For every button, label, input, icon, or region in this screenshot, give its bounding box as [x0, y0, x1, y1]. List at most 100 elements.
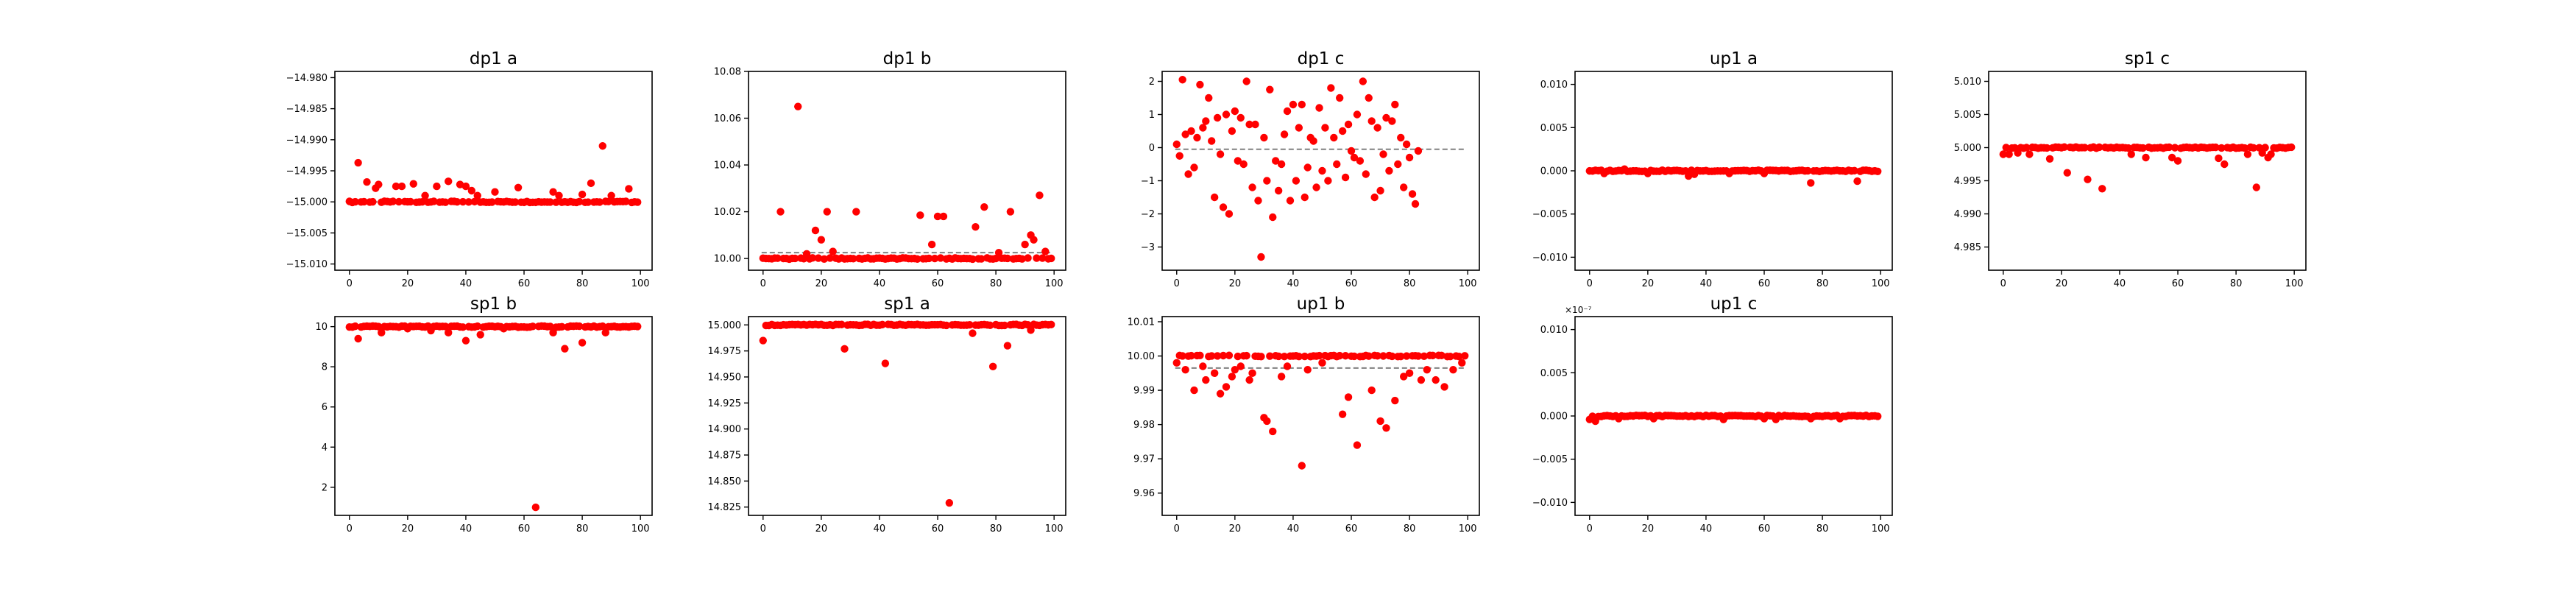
data-point: [1236, 362, 1245, 370]
data-point: [1999, 150, 2007, 158]
data-point: [1210, 369, 1219, 378]
data-point: [1411, 200, 1420, 208]
data-point: [774, 254, 782, 262]
data-point: [986, 321, 994, 330]
data-point: [1222, 383, 1231, 391]
data-point: [1298, 100, 1306, 109]
data-point: [378, 328, 386, 337]
y-tick-label: 15.000: [708, 320, 742, 331]
data-point: [459, 323, 467, 331]
data-point: [351, 197, 359, 206]
x-tick-label: 100: [1045, 278, 1064, 289]
y-tick-label: 14.850: [708, 476, 742, 487]
y-tick-label: 14.900: [708, 424, 742, 435]
data-point: [1315, 351, 1323, 360]
data-point: [1187, 127, 1195, 135]
data-point: [1420, 352, 1429, 361]
data-point: [924, 254, 933, 263]
chart-panel-8: up1 b 0 20 40 60 80 100 9.96 9.97 9.98 9.99 10.00 10…: [1128, 294, 1480, 535]
data-point: [1341, 352, 1350, 360]
data-point: [1303, 163, 1312, 172]
data-point: [966, 321, 974, 329]
data-point: [1254, 197, 1262, 205]
data-point: [1385, 166, 1393, 175]
data-point: [1248, 369, 1256, 378]
data-point: [2042, 144, 2051, 152]
data-point: [1263, 417, 1271, 426]
data-point: [1458, 359, 1466, 367]
data-point: [1190, 386, 1198, 395]
data-point: [933, 212, 942, 221]
data-point: [823, 208, 831, 216]
data-point: [1321, 124, 1329, 132]
data-point: [456, 180, 464, 188]
data-point: [2165, 143, 2173, 152]
chart-panel-3: dp1 c 0 20 40 60 80 100 −3 −2 −1 0 1 2: [1141, 49, 1480, 289]
data-point: [1269, 213, 1277, 222]
data-point: [375, 180, 383, 188]
data-point: [1449, 365, 1457, 374]
data-point: [1399, 183, 1408, 191]
data-point: [587, 179, 595, 188]
data-point: [1196, 351, 1204, 360]
data-point: [1187, 351, 1195, 360]
chart-panel-7: sp1 a 0 20 40 60 80 100 14.825 14.850 14.875 14.90…: [708, 294, 1066, 535]
data-point: [1263, 177, 1271, 185]
data-point: [1344, 393, 1353, 401]
chart-panel-1: dp1 a 0 20 40 60 80 100 −15.010 −15.005 −15.000 −1…: [286, 49, 653, 289]
data-point: [601, 328, 609, 337]
x-tick-label: 80: [990, 523, 1002, 535]
data-point: [1874, 167, 1882, 175]
data-point: [2215, 154, 2223, 163]
data-point: [1003, 254, 1012, 263]
data-point: [1047, 320, 1055, 329]
data-point: [759, 336, 767, 345]
axes-frame: [1161, 71, 1480, 271]
x-tick-label: 0: [1587, 278, 1593, 289]
data-point: [418, 197, 426, 206]
x-tick-label: 0: [760, 523, 766, 535]
y-tick-label: 10.00: [1128, 351, 1155, 362]
data-point: [945, 498, 954, 507]
data-point: [1356, 157, 1365, 165]
data-point: [546, 198, 554, 206]
x-tick-label: 20: [1229, 523, 1242, 535]
data-point: [2005, 150, 2013, 158]
x-tick-label: 80: [990, 278, 1002, 289]
data-point: [421, 191, 429, 200]
data-point: [1382, 424, 1390, 432]
y-tick-label: 0.005: [1540, 123, 1568, 134]
data-point: [942, 321, 951, 330]
data-point: [1033, 254, 1041, 262]
data-point: [2267, 150, 2275, 158]
data-point: [1251, 120, 1259, 129]
data-point: [1292, 177, 1301, 185]
x-tick-label: 80: [576, 278, 589, 289]
y-tick-label: −15.010: [286, 259, 328, 270]
y-tick-label: 4.990: [1954, 209, 1981, 220]
x-tick-label: 100: [1459, 523, 1477, 535]
x-tick-label: 100: [2285, 278, 2304, 289]
data-point: [1021, 240, 1029, 249]
data-point: [584, 198, 592, 206]
data-point: [1388, 117, 1396, 125]
x-tick-label: 40: [2114, 278, 2126, 289]
data-point: [1024, 254, 1032, 262]
data-point: [531, 503, 540, 512]
data-point: [791, 254, 799, 263]
data-point: [838, 320, 846, 328]
data-point: [1234, 157, 1242, 165]
data-point: [1309, 137, 1317, 145]
data-point: [916, 211, 924, 219]
data-point: [2249, 144, 2258, 152]
data-point: [409, 180, 417, 188]
chart-panel-4: up1 a 0 20 40 60 80 100 −0.010 −0.005 0.000 0.005 0…: [1532, 49, 1893, 289]
x-tick-label: 80: [1816, 278, 1829, 289]
data-point: [1455, 353, 1463, 361]
data-point: [369, 197, 377, 206]
chart-title: up1 c: [1710, 294, 1758, 314]
data-point: [445, 328, 453, 337]
data-point: [634, 198, 642, 206]
data-point: [1850, 166, 1858, 175]
